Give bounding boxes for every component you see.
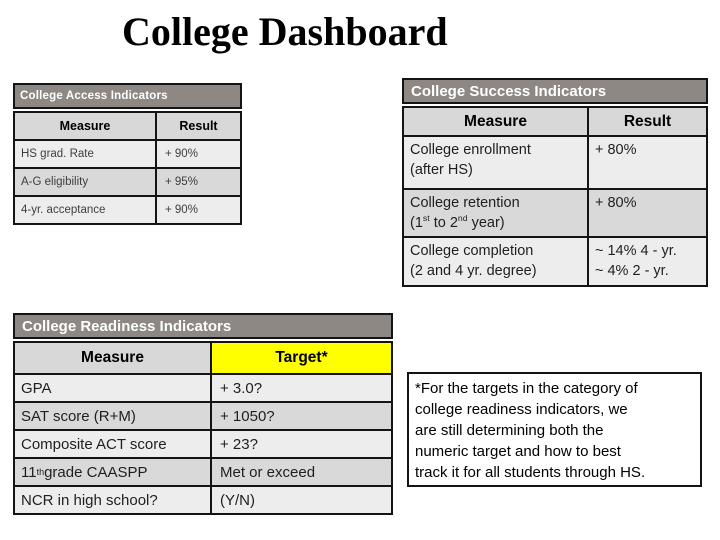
success-column-header-row: Measure Result [404, 108, 706, 135]
measure-cell: GPA [15, 375, 210, 401]
measure-line-2: (after HS) [410, 162, 473, 178]
target-cell: (Y/N) [212, 487, 391, 513]
footnote-line: are still determining both the [415, 422, 604, 439]
result-cell: + 80% [589, 137, 706, 188]
measure-cell: Composite ACT score [15, 431, 210, 457]
result-cell: ~ 14% 4 - yr. ~ 4% 2 - yr. [589, 238, 706, 285]
table-row: GPA + 3.0? [15, 375, 391, 401]
footnote-line: numeric target and how to best [415, 443, 621, 460]
result-line: ~ 4% 2 - yr. [595, 263, 669, 279]
result-cell: + 90% [157, 141, 240, 167]
footnote-line: college readiness indicators, we [415, 401, 628, 418]
readiness-column-target: Target* [212, 343, 391, 373]
result-line: + 80% [595, 195, 637, 211]
success-column-measure: Measure [404, 108, 587, 135]
result-line: + 80% [595, 142, 637, 158]
target-cell: + 23? [212, 431, 391, 457]
measure-cell: SAT score (R+M) [15, 403, 210, 429]
measure-line-1: College retention [410, 195, 520, 211]
readiness-table: Measure Target* GPA + 3.0? SAT score (R+… [13, 341, 393, 515]
readiness-column-header-row: Measure Target* [15, 343, 391, 373]
measure-cell: College retention (1st to 2nd year) [404, 190, 587, 236]
table-row: HS grad. Rate + 90% [15, 141, 240, 167]
access-table: Measure Result HS grad. Rate + 90% A-G e… [13, 111, 242, 225]
table-row: College completion (2 and 4 yr. degree) … [404, 238, 706, 285]
footnote-line: *For the targets in the category of [415, 380, 638, 397]
target-cell: Met or exceed [212, 459, 391, 485]
table-row: College retention (1st to 2nd year) + 80… [404, 190, 706, 236]
table-row: SAT score (R+M) + 1050? [15, 403, 391, 429]
measure-cell: College enrollment (after HS) [404, 137, 587, 188]
readiness-column-measure: Measure [15, 343, 210, 373]
table-row: NCR in high school? (Y/N) [15, 487, 391, 513]
success-column-result: Result [589, 108, 706, 135]
access-column-result: Result [157, 113, 240, 139]
table-row: A-G eligibility + 95% [15, 169, 240, 195]
result-line: ~ 14% 4 - yr. [595, 243, 677, 259]
table-row: 4-yr. acceptance + 90% [15, 197, 240, 223]
table-row: Composite ACT score + 23? [15, 431, 391, 457]
measure-line-1: College completion [410, 243, 534, 259]
success-table: Measure Result College enrollment (after… [402, 106, 708, 287]
measure-cell: A-G eligibility [15, 169, 155, 195]
measure-line-2: (1st to 2nd year) [410, 213, 505, 231]
result-cell: + 80% [589, 190, 706, 236]
result-cell: + 95% [157, 169, 240, 195]
readiness-table-header: College Readiness Indicators [13, 313, 393, 339]
access-column-header-row: Measure Result [15, 113, 240, 139]
footnote-line: track it for all students through HS. [415, 464, 646, 481]
measure-line-1: College enrollment [410, 142, 531, 158]
measure-cell: HS grad. Rate [15, 141, 155, 167]
table-row: College enrollment (after HS) + 80% [404, 137, 706, 188]
measure-line-2: (2 and 4 yr. degree) [410, 263, 537, 279]
access-column-measure: Measure [15, 113, 155, 139]
measure-cell: 4-yr. acceptance [15, 197, 155, 223]
success-table-header: College Success Indicators [402, 78, 708, 104]
access-table-header: College Access Indicators [13, 83, 242, 109]
target-cell: + 1050? [212, 403, 391, 429]
page-title: College Dashboard [122, 9, 448, 54]
result-cell: + 90% [157, 197, 240, 223]
measure-cell: NCR in high school? [15, 487, 210, 513]
target-cell: + 3.0? [212, 375, 391, 401]
footnote-box: *For the targets in the category of coll… [407, 372, 702, 487]
measure-cell: College completion (2 and 4 yr. degree) [404, 238, 587, 285]
